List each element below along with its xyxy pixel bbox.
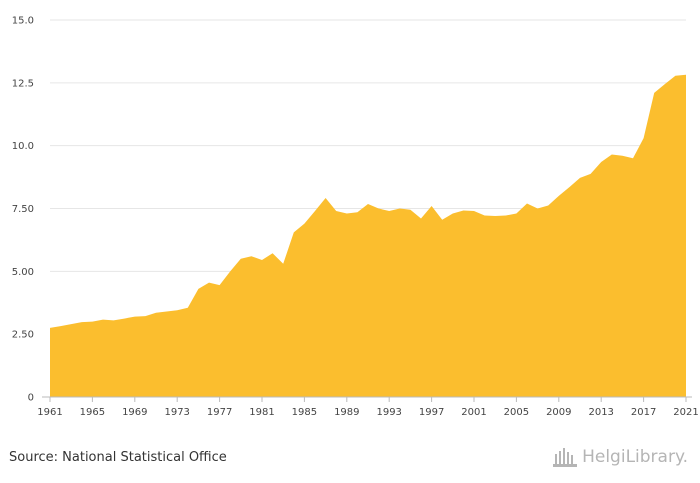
- y-tick-label: 15.0: [12, 16, 34, 27]
- y-tick-label: 7.50: [12, 204, 34, 215]
- x-tick-label: 1985: [292, 407, 317, 418]
- series-area: [50, 74, 686, 397]
- source-note: Source: National Statistical Office: [9, 450, 227, 465]
- x-tick-label: 2001: [461, 407, 486, 418]
- x-tick-label: 1997: [419, 407, 444, 418]
- x-tick-label: 2021: [673, 407, 698, 418]
- y-tick-label: 12.5: [12, 78, 34, 89]
- x-tick-label: 1989: [334, 407, 359, 418]
- x-tick-label: 1973: [164, 407, 189, 418]
- library-building-icon: [553, 448, 578, 467]
- y-axis-tick-labels: 0 2.50 5.00 7.50 10.0 12.5 15.0: [12, 16, 34, 404]
- logo-text: HelgiLibrary.: [582, 447, 688, 467]
- x-tick-label: 2005: [504, 407, 529, 418]
- x-tick-label: 2009: [546, 407, 571, 418]
- y-tick-label: 2.50: [12, 330, 34, 341]
- series-area-layer: [50, 74, 686, 397]
- x-tick-label: 1981: [249, 407, 274, 418]
- x-tick-label: 1977: [207, 407, 232, 418]
- x-tick-label: 2013: [588, 407, 613, 418]
- y-tick-label: 0: [28, 393, 34, 404]
- x-tick-label: 1969: [122, 407, 147, 418]
- y-tick-label: 10.0: [12, 141, 34, 152]
- x-axis-tick-labels: 1961 1965 1969 1973 1977 1981 1985 1989 1993 1997…: [37, 407, 698, 418]
- axes: [42, 396, 692, 402]
- x-tick-label: 2017: [631, 407, 656, 418]
- y-tick-label: 5.00: [12, 267, 34, 278]
- x-tick-label: 1965: [80, 407, 105, 418]
- helgilibrary-logo[interactable]: HelgiLibrary.: [552, 446, 688, 468]
- x-tick-label: 1993: [376, 407, 401, 418]
- x-tick-label: 1961: [37, 407, 62, 418]
